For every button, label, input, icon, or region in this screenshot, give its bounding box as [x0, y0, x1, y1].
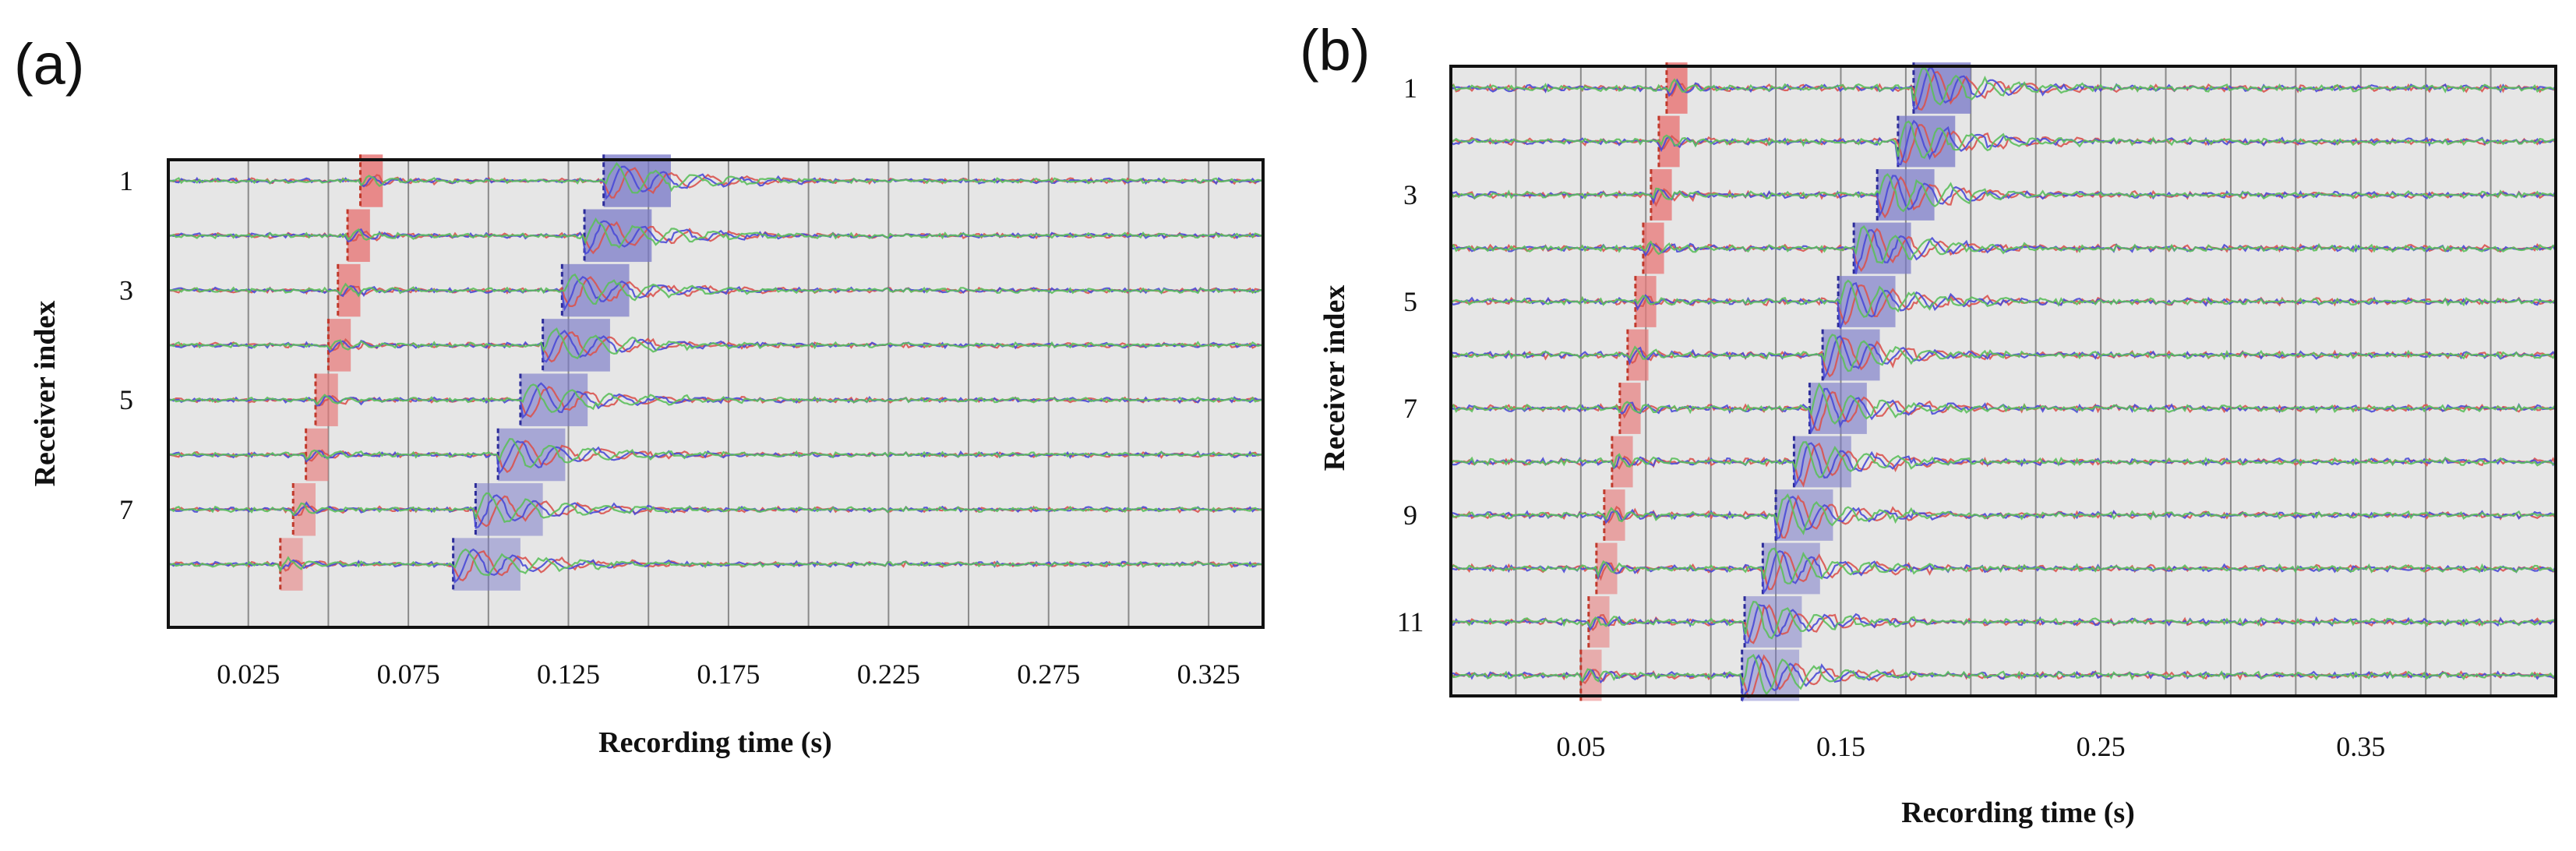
y-tick-label: 3 — [119, 275, 133, 306]
trace-component-2 — [1450, 175, 2557, 218]
trace-component-3 — [168, 492, 1264, 524]
x-tick-label: 0.125 — [537, 659, 600, 690]
trace-component-1 — [1450, 228, 2557, 272]
trace-component-3 — [168, 217, 1264, 249]
trace-component-3 — [168, 548, 1264, 577]
panel-a-label: (a) — [14, 32, 84, 97]
x-tick-label: 0.225 — [857, 659, 920, 690]
trace-component-3 — [1450, 66, 2557, 106]
s-arrival-window — [1809, 383, 1867, 434]
trace-component-3 — [1450, 173, 2557, 213]
trace-component-3 — [168, 383, 1264, 413]
panel-a: (a) 0.025 0.075 0.125 0.175 0.225 0.275 0.325 … — [14, 32, 1265, 759]
trace-component-2 — [1450, 66, 2557, 110]
trace-component-2 — [1450, 335, 2557, 380]
panel-b-x-ticks: 0.05 0.15 0.25 0.35 — [1556, 731, 2385, 762]
x-tick-label: 0.15 — [1816, 731, 1865, 762]
trace-component-3 — [1450, 441, 2557, 478]
y-tick-label: 11 — [1397, 606, 1424, 637]
panel-b: (b) 0.05 0.15 0.25 0.35 1 3 5 7 9 11 Recording t… — [1300, 18, 2557, 829]
trace-component-2 — [1450, 229, 2557, 274]
trace-component-2 — [1450, 282, 2557, 329]
x-tick-label: 0.25 — [2077, 731, 2126, 762]
panel-b-plot-area — [1451, 66, 2556, 696]
y-tick-label: 1 — [1403, 72, 1417, 104]
trace-component-3 — [1450, 334, 2557, 373]
panel-a-y-axis-title: Receiver index — [29, 301, 62, 487]
y-tick-label: 1 — [119, 165, 133, 196]
trace-component-3 — [1450, 224, 2557, 264]
panel-b-y-ticks: 1 3 5 7 9 11 — [1397, 72, 1424, 637]
panel-b-frame — [1449, 65, 2557, 697]
trace-component-2 — [1451, 654, 2557, 702]
panel-a-y-ticks: 1 3 5 7 — [119, 165, 133, 525]
y-tick-label: 7 — [119, 494, 133, 525]
trace-component-3 — [168, 273, 1264, 305]
panel-b-gridlines — [1515, 66, 2492, 696]
y-tick-label: 5 — [1403, 286, 1417, 317]
trace-component-2 — [1450, 119, 2557, 166]
x-tick-label: 0.275 — [1017, 659, 1080, 690]
trace-component-3 — [1450, 547, 2557, 584]
panel-a-traces — [168, 161, 1264, 584]
panel-a-x-axis-title: Recording time (s) — [598, 726, 832, 759]
x-tick-label: 0.025 — [217, 659, 280, 690]
trace-component-3 — [1450, 279, 2557, 318]
panel-b-traces — [1450, 66, 2557, 702]
x-tick-label: 0.175 — [697, 659, 760, 690]
trace-component-3 — [1450, 493, 2557, 535]
trace-component-3 — [1450, 382, 2557, 425]
trace-component-3 — [1450, 654, 2557, 696]
trace-component-3 — [1450, 120, 2557, 159]
x-tick-label: 0.075 — [377, 659, 440, 690]
x-tick-label: 0.05 — [1556, 731, 1605, 762]
panel-b-label: (b) — [1300, 18, 1370, 83]
y-tick-label: 7 — [1403, 393, 1417, 424]
x-tick-label: 0.325 — [1177, 659, 1240, 690]
s-arrival-window — [1854, 222, 1911, 274]
trace-component-3 — [1450, 600, 2557, 640]
x-tick-label: 0.35 — [2336, 731, 2385, 762]
trace-component-3 — [168, 327, 1264, 360]
trace-component-3 — [168, 438, 1264, 468]
trace-component-3 — [168, 161, 1264, 194]
panel-a-x-ticks: 0.025 0.075 0.125 0.175 0.225 0.275 0.325 — [217, 659, 1240, 690]
panel-a-frame — [167, 158, 1265, 629]
y-tick-label: 9 — [1403, 500, 1417, 531]
y-tick-label: 5 — [119, 384, 133, 415]
panel-b-x-axis-title: Recording time (s) — [1901, 796, 2135, 829]
y-tick-label: 3 — [1403, 179, 1417, 210]
panel-b-y-axis-title: Receiver index — [1318, 285, 1351, 471]
